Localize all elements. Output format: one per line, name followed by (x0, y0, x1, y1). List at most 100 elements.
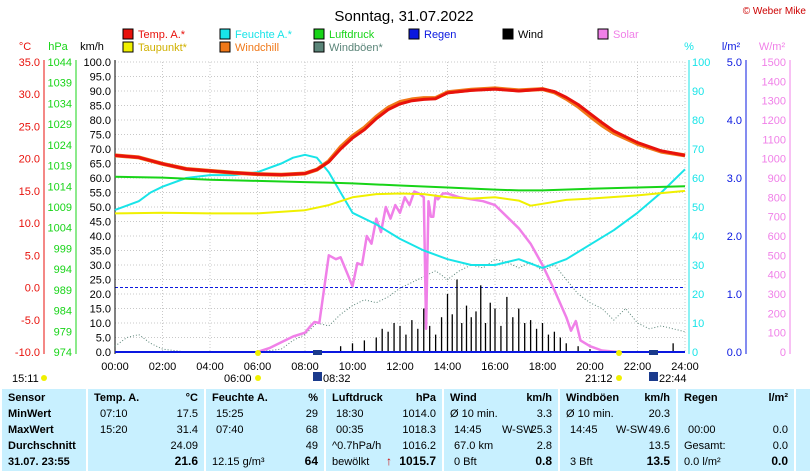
y-tick-humidity: 100 (692, 57, 710, 69)
axis-header-rain: l/m² (722, 41, 741, 53)
row-current-label: 31.07. 23:55 (8, 456, 70, 468)
x-tick: 16:00 (481, 361, 509, 373)
y-tick-wind: 20.0 (90, 289, 111, 301)
y-tick-pressure: 1009 (48, 202, 72, 214)
y-tick-humidity: 60 (692, 173, 704, 185)
temp-max: 31.4 (176, 424, 198, 436)
y-tick-humidity: 0 (692, 347, 698, 359)
sunset-axis-icon (616, 350, 622, 356)
x-tick: 20:00 (576, 361, 604, 373)
y-tick-rain: 3.0 (727, 173, 742, 185)
rain-max: 0.0 (772, 424, 788, 436)
y-tick-wind: 50.0 (90, 202, 111, 214)
temp-header: Temp. A. (94, 392, 140, 404)
bottom-markers: 15:11 06:00 08:32 21:12 22:44 (12, 350, 687, 385)
humidity-avg: 49 (305, 440, 318, 452)
y-tick-solar: 1200 (762, 115, 786, 127)
row-avg-label: Durchschnitt (8, 440, 76, 452)
pressure-min: 1014.0 (402, 408, 436, 420)
y-tick-temp: 30.0 (19, 89, 40, 101)
pressure-max-time: 00:35 (336, 424, 364, 436)
gust-max: 49.6 (648, 424, 670, 436)
y-tick-humidity: 30 (692, 260, 704, 272)
y-tick-wind: 35.0 (90, 246, 111, 258)
y-tick-wind: 5.0 (96, 333, 111, 345)
rain-max-time: 00:00 (688, 424, 716, 436)
chart-title: Sonntag, 31.07.2022 (334, 8, 473, 25)
pressure-max: 1018.3 (402, 424, 436, 436)
y-tick-wind: 100.0 (83, 57, 111, 69)
y-tick-humidity: 70 (692, 144, 704, 156)
y-tick-wind: 95.0 (90, 72, 111, 84)
legend-swatch (502, 28, 514, 40)
x-tick: 24:00 (671, 361, 699, 373)
wind-current: 0.8 (535, 454, 552, 468)
y-tick-solar: 200 (768, 308, 786, 320)
y-tick-rain: 2.0 (727, 231, 742, 243)
x-tick: 06:00 (244, 361, 272, 373)
y-tick-solar: 300 (768, 289, 786, 301)
y-tick-solar: 600 (768, 231, 786, 243)
wind-section: Wind km/h Ø 10 min. 3.3 14:45 W-SW 25.3 … (444, 389, 558, 471)
y-tick-solar: 1300 (762, 96, 786, 108)
axes: 35.0 30.0 25.0 20.0 15.0 10.0 5.0 0.0 -5.0 -10.0 1… (15, 57, 791, 373)
series-windb-en (114, 258, 686, 353)
humidity-min-time: 15:25 (216, 408, 244, 420)
x-tick: 12:00 (386, 361, 414, 373)
y-tick-solar: 800 (768, 192, 786, 204)
y-tick-pressure: 1039 (48, 78, 72, 90)
y-tick-humidity: 90 (692, 86, 704, 98)
pressure-section: Luftdruck hPa 18:30 1014.0 00:35 1018.3 … (326, 389, 442, 471)
y-tick-solar: 1100 (762, 134, 786, 146)
y-tick-pressure: 1014 (48, 181, 72, 193)
pressure-trend-arrow: ↑ (386, 454, 392, 468)
legend-label: Temp. A.* (138, 29, 186, 41)
copyright: © Weber Mike (743, 6, 807, 17)
axis-header-solar: W/m² (759, 41, 786, 53)
weather-chart: Sonntag, 31.07.2022 © Weber Mike Temp. A… (12, 6, 807, 385)
axis-header-pressure: hPa (48, 41, 68, 53)
y-tick-temp: 25.0 (19, 121, 40, 133)
wind-avg: 2.8 (536, 440, 552, 452)
moonset-axis-icon (649, 350, 658, 355)
marker-moonrise: 08:32 (323, 373, 351, 385)
legend-label: Wind (518, 29, 543, 41)
legend: Temp. A.* Feuchte A.* Luftdruck Regen Wind So… (122, 28, 639, 54)
temp-min-time: 07:10 (100, 408, 128, 420)
y-tick-rain: 4.0 (727, 115, 742, 127)
wind-distance: 67.0 km (454, 440, 494, 452)
y-tick-humidity: 50 (692, 202, 704, 214)
humidity-min: 29 (305, 408, 318, 420)
x-tick: 02:00 (149, 361, 177, 373)
humidity-unit: % (308, 392, 318, 404)
marker-left-time: 15:11 (12, 373, 39, 385)
legend-label: Windböen* (329, 42, 384, 54)
y-tick-wind: 25.0 (90, 275, 111, 287)
legend-label: Feuchte A.* (235, 29, 293, 41)
gust-max-time: 14:45 (570, 424, 598, 436)
moonrise-axis-icon (313, 350, 322, 355)
temp-section: Temp. A. °C 07:10 17.5 15:20 31.4 24.09 … (88, 389, 204, 471)
y-tick-pressure: 984 (54, 306, 72, 318)
sensor-header: Sensor (8, 392, 46, 404)
series-luftdruck (114, 175, 686, 192)
y-tick-humidity: 10 (692, 318, 704, 330)
pressure-weather: bewölkt (332, 456, 370, 468)
wind-bft: 0 Bft (454, 456, 477, 468)
axis-header-wind: km/h (80, 41, 104, 53)
rain-rate: 0.0 l/m² (684, 456, 721, 468)
gust-header: Windböen (566, 392, 620, 404)
gust-bft: 3 Bft (570, 456, 593, 468)
y-tick-solar: 100 (768, 328, 786, 340)
y-tick-temp: -10.0 (15, 347, 40, 359)
gust-section: Windböen km/h Ø 10 min. 20.3 14:45 W-SW … (560, 389, 676, 471)
wind-max-time: 14:45 (454, 424, 482, 436)
x-tick: 00:00 (101, 361, 129, 373)
legend-swatch (122, 41, 134, 53)
legend-swatch (122, 28, 134, 40)
y-tick-solar: 400 (768, 270, 786, 282)
y-tick-temp: 35.0 (19, 57, 40, 69)
rain-header: Regen (684, 392, 718, 404)
x-tick: 04:00 (196, 361, 224, 373)
sensor-section: Sensor MinWert MaxWert Durchschnitt 31.0… (2, 389, 86, 471)
